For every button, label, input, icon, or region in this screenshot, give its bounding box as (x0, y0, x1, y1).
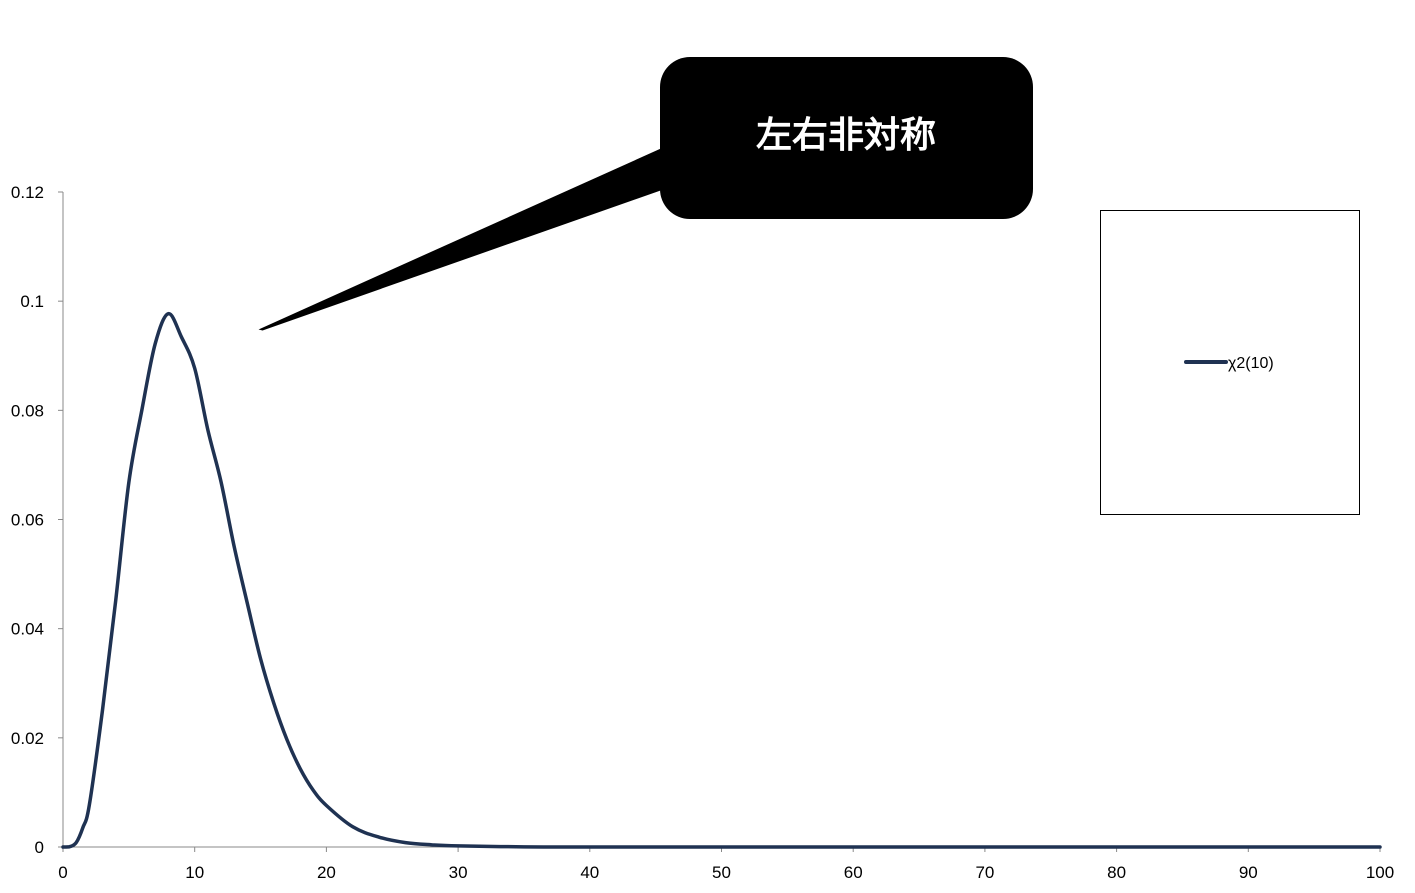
x-tick-label: 80 (1107, 863, 1126, 882)
x-tick-label: 90 (1239, 863, 1258, 882)
callout-text: 左右非対称 (756, 115, 936, 156)
legend-box (1100, 210, 1360, 515)
x-tick-label: 60 (844, 863, 863, 882)
plot-area (61, 311, 1382, 849)
y-tick-label: 0.02 (11, 729, 44, 748)
y-tick-label: 0.12 (11, 183, 44, 202)
legend: χ2(10) (1100, 210, 1360, 515)
x-axis: 0 10 20 30 40 50 60 70 80 90 100 (58, 846, 1394, 882)
x-tick-label: 40 (580, 863, 599, 882)
callout-pointer (258, 148, 662, 331)
y-tick-label: 0.08 (11, 401, 44, 420)
x-tick-label: 30 (449, 863, 468, 882)
legend-label: χ2(10) (1228, 355, 1274, 372)
x-tick-label: 20 (317, 863, 336, 882)
callout-box (660, 57, 1033, 219)
callout-annotation: 左右非対称 (258, 57, 1033, 331)
x-tick-label: 50 (712, 863, 731, 882)
x-tick-label: 70 (975, 863, 994, 882)
y-tick-label: 0.04 (11, 620, 44, 639)
x-tick-label: 100 (1366, 863, 1394, 882)
series-line (61, 311, 1382, 849)
y-axis: 0 0.02 0.04 0.06 0.08 0.1 0.12 (11, 183, 64, 857)
y-tick-label: 0.06 (11, 511, 44, 530)
x-tick-label: 10 (185, 863, 204, 882)
y-tick-label: 0 (35, 838, 44, 857)
y-tick-label: 0.1 (20, 292, 44, 311)
x-tick-label: 0 (58, 863, 67, 882)
